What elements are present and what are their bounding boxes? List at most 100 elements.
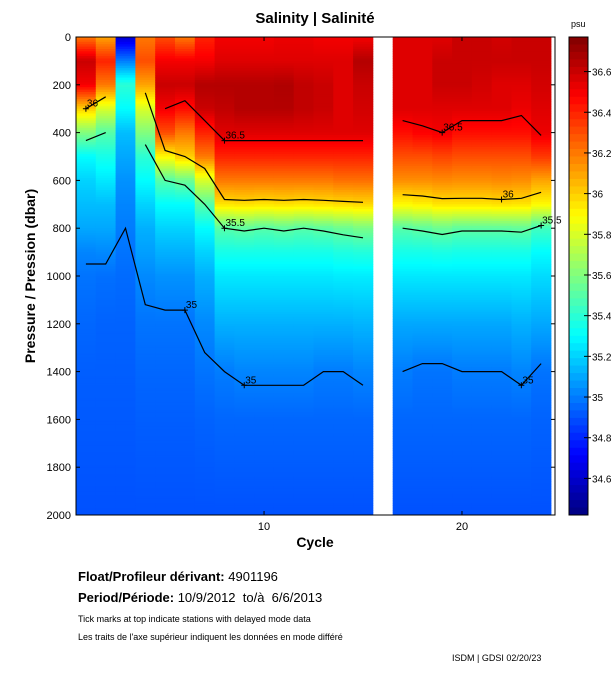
heatmap-cell bbox=[531, 409, 552, 413]
heatmap-cell bbox=[471, 311, 493, 315]
heatmap-cell bbox=[491, 51, 512, 55]
heatmap-cell bbox=[452, 63, 473, 67]
heatmap-cell bbox=[175, 285, 196, 289]
heatmap-cell bbox=[115, 146, 136, 150]
heatmap-cell bbox=[353, 407, 374, 411]
heatmap-cell bbox=[175, 335, 196, 339]
heatmap-cell bbox=[76, 421, 97, 425]
heatmap-cell bbox=[194, 383, 215, 387]
heatmap-cell bbox=[115, 450, 136, 454]
heatmap-cell bbox=[115, 455, 136, 459]
heatmap-cell bbox=[273, 467, 295, 470]
heatmap-cell bbox=[471, 491, 493, 494]
heatmap-cell bbox=[76, 101, 97, 105]
heatmap-cell bbox=[76, 72, 97, 76]
heatmap-cell bbox=[95, 264, 116, 267]
heatmap-cell bbox=[214, 467, 235, 470]
heatmap-cell bbox=[452, 338, 473, 341]
heatmap-cell bbox=[273, 230, 295, 234]
heatmap-cell bbox=[214, 209, 235, 212]
heatmap-cell bbox=[293, 345, 314, 349]
heatmap-cell bbox=[471, 412, 493, 415]
heatmap-cell bbox=[254, 115, 275, 119]
heatmap-cell bbox=[155, 120, 176, 124]
heatmap-cell bbox=[491, 49, 512, 52]
heatmap-cell bbox=[214, 278, 235, 282]
heatmap-cell bbox=[273, 175, 295, 179]
heatmap-cell bbox=[452, 204, 473, 208]
heatmap-cell bbox=[531, 512, 552, 516]
heatmap-cell bbox=[471, 495, 493, 499]
heatmap-cell bbox=[214, 457, 235, 461]
heatmap-cell bbox=[471, 474, 493, 478]
heatmap-cell bbox=[214, 450, 235, 454]
heatmap-cell bbox=[155, 385, 176, 389]
heatmap-cell bbox=[353, 397, 374, 401]
heatmap-cell bbox=[135, 395, 156, 399]
heatmap-cell bbox=[491, 252, 512, 255]
heatmap-cell bbox=[115, 340, 136, 344]
heatmap-cell bbox=[432, 163, 453, 167]
heatmap-cell bbox=[254, 41, 275, 45]
heatmap-cell bbox=[313, 63, 334, 67]
heatmap-cell bbox=[333, 483, 354, 487]
heatmap-cell bbox=[155, 483, 176, 487]
heatmap-cell bbox=[531, 63, 552, 67]
heatmap-cell bbox=[452, 75, 473, 78]
heatmap-cell bbox=[234, 498, 255, 502]
heatmap-cell bbox=[115, 135, 136, 138]
heatmap-cell bbox=[214, 400, 235, 404]
heatmap-cell bbox=[254, 474, 275, 478]
heatmap-cell bbox=[155, 500, 176, 504]
heatmap-cell bbox=[95, 44, 116, 47]
heatmap-cell bbox=[234, 311, 255, 315]
heatmap-cell bbox=[531, 309, 552, 313]
heatmap-cell bbox=[214, 440, 235, 444]
heatmap-cell bbox=[531, 180, 552, 184]
heatmap-cell bbox=[491, 56, 512, 59]
heatmap-cell bbox=[76, 223, 97, 227]
heatmap-cell bbox=[175, 405, 196, 408]
heatmap-cell bbox=[432, 168, 453, 172]
heatmap-cell bbox=[333, 345, 354, 349]
heatmap-cell bbox=[412, 488, 433, 492]
heatmap-cell bbox=[432, 421, 453, 425]
heatmap-cell bbox=[511, 273, 532, 277]
heatmap-cell bbox=[491, 84, 512, 88]
heatmap-cell bbox=[511, 154, 532, 157]
heatmap-cell bbox=[392, 199, 413, 203]
heatmap-cell bbox=[491, 264, 512, 267]
heatmap-cell bbox=[432, 290, 453, 294]
heatmap-cell bbox=[76, 113, 97, 117]
heatmap-cell bbox=[273, 99, 295, 102]
heatmap-cell bbox=[452, 290, 473, 294]
heatmap-cell bbox=[234, 342, 255, 346]
heatmap-cell bbox=[531, 417, 552, 420]
heatmap-cell bbox=[452, 123, 473, 126]
heatmap-cell bbox=[392, 390, 413, 394]
heatmap-cell bbox=[155, 125, 176, 129]
heatmap-cell bbox=[194, 266, 215, 270]
heatmap-cell bbox=[214, 132, 235, 136]
heatmap-cell bbox=[531, 340, 552, 344]
heatmap-cell bbox=[313, 438, 334, 442]
heatmap-cell bbox=[254, 127, 275, 131]
heatmap-cell bbox=[531, 70, 552, 74]
heatmap-cell bbox=[471, 342, 493, 346]
heatmap-cell bbox=[412, 429, 433, 432]
heatmap-cell bbox=[95, 462, 116, 466]
heatmap-cell bbox=[214, 206, 235, 210]
heatmap-cell bbox=[392, 96, 413, 100]
heatmap-cell bbox=[214, 503, 235, 506]
heatmap-cell bbox=[452, 276, 473, 279]
heatmap-cell bbox=[432, 323, 453, 327]
heatmap-cell bbox=[432, 137, 453, 141]
colorbar-swatch bbox=[569, 290, 588, 299]
heatmap-cell bbox=[432, 240, 453, 243]
heatmap-cell bbox=[452, 297, 473, 301]
heatmap-cell bbox=[234, 130, 255, 133]
heatmap-cell bbox=[392, 125, 413, 129]
heatmap-cell bbox=[155, 347, 176, 351]
heatmap-cell bbox=[175, 383, 196, 387]
heatmap-cell bbox=[293, 309, 314, 313]
